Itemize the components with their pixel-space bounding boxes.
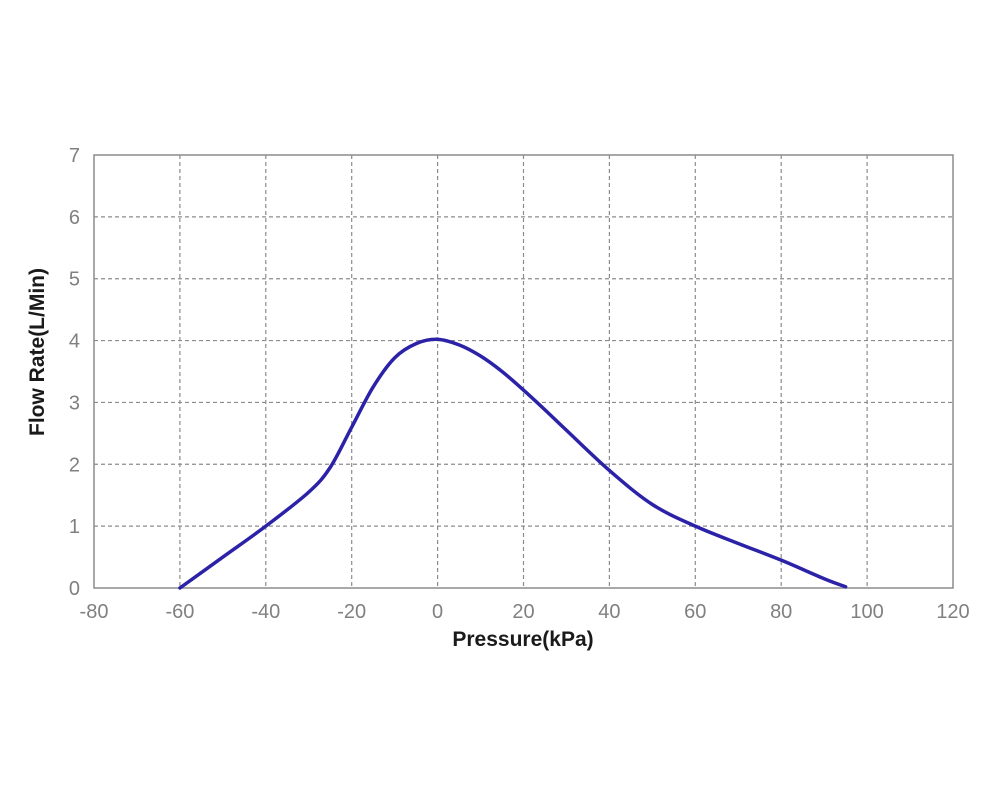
x-tick-labels: -80 -60 -40 -20 0 20 40 60 80 100 120 bbox=[80, 601, 970, 623]
x-tick-label: 40 bbox=[598, 601, 620, 623]
y-tick-label: 3 bbox=[69, 392, 80, 414]
x-tick-label: 0 bbox=[432, 601, 443, 623]
x-tick-label: -20 bbox=[337, 601, 366, 623]
x-tick-label: -80 bbox=[80, 601, 109, 623]
x-axis-label: Pressure(kPa) bbox=[452, 628, 593, 651]
y-tick-label: 2 bbox=[69, 454, 80, 476]
x-tick-label: -60 bbox=[165, 601, 194, 623]
plot-area-border bbox=[93, 154, 954, 589]
flow-rate-series-line bbox=[178, 337, 848, 590]
grid-lines bbox=[94, 155, 953, 588]
y-tick-label: 0 bbox=[69, 578, 80, 600]
y-tick-label: 1 bbox=[69, 516, 80, 538]
y-tick-label: 5 bbox=[69, 269, 80, 291]
x-tick-label: 20 bbox=[512, 601, 534, 623]
x-tick-label: 120 bbox=[936, 601, 969, 623]
x-tick-label: 100 bbox=[850, 601, 883, 623]
series-layer bbox=[178, 337, 848, 590]
x-tick-label: 80 bbox=[770, 601, 792, 623]
y-tick-label: 4 bbox=[69, 331, 80, 353]
y-tick-label: 7 bbox=[69, 145, 80, 167]
y-axis-label: Flow Rate(L/Min) bbox=[26, 268, 49, 436]
x-tick-label: 60 bbox=[684, 601, 706, 623]
y-tick-labels: 0 1 2 3 4 5 6 7 bbox=[69, 145, 80, 600]
y-tick-label: 6 bbox=[69, 207, 80, 229]
x-tick-label: -40 bbox=[251, 601, 280, 623]
